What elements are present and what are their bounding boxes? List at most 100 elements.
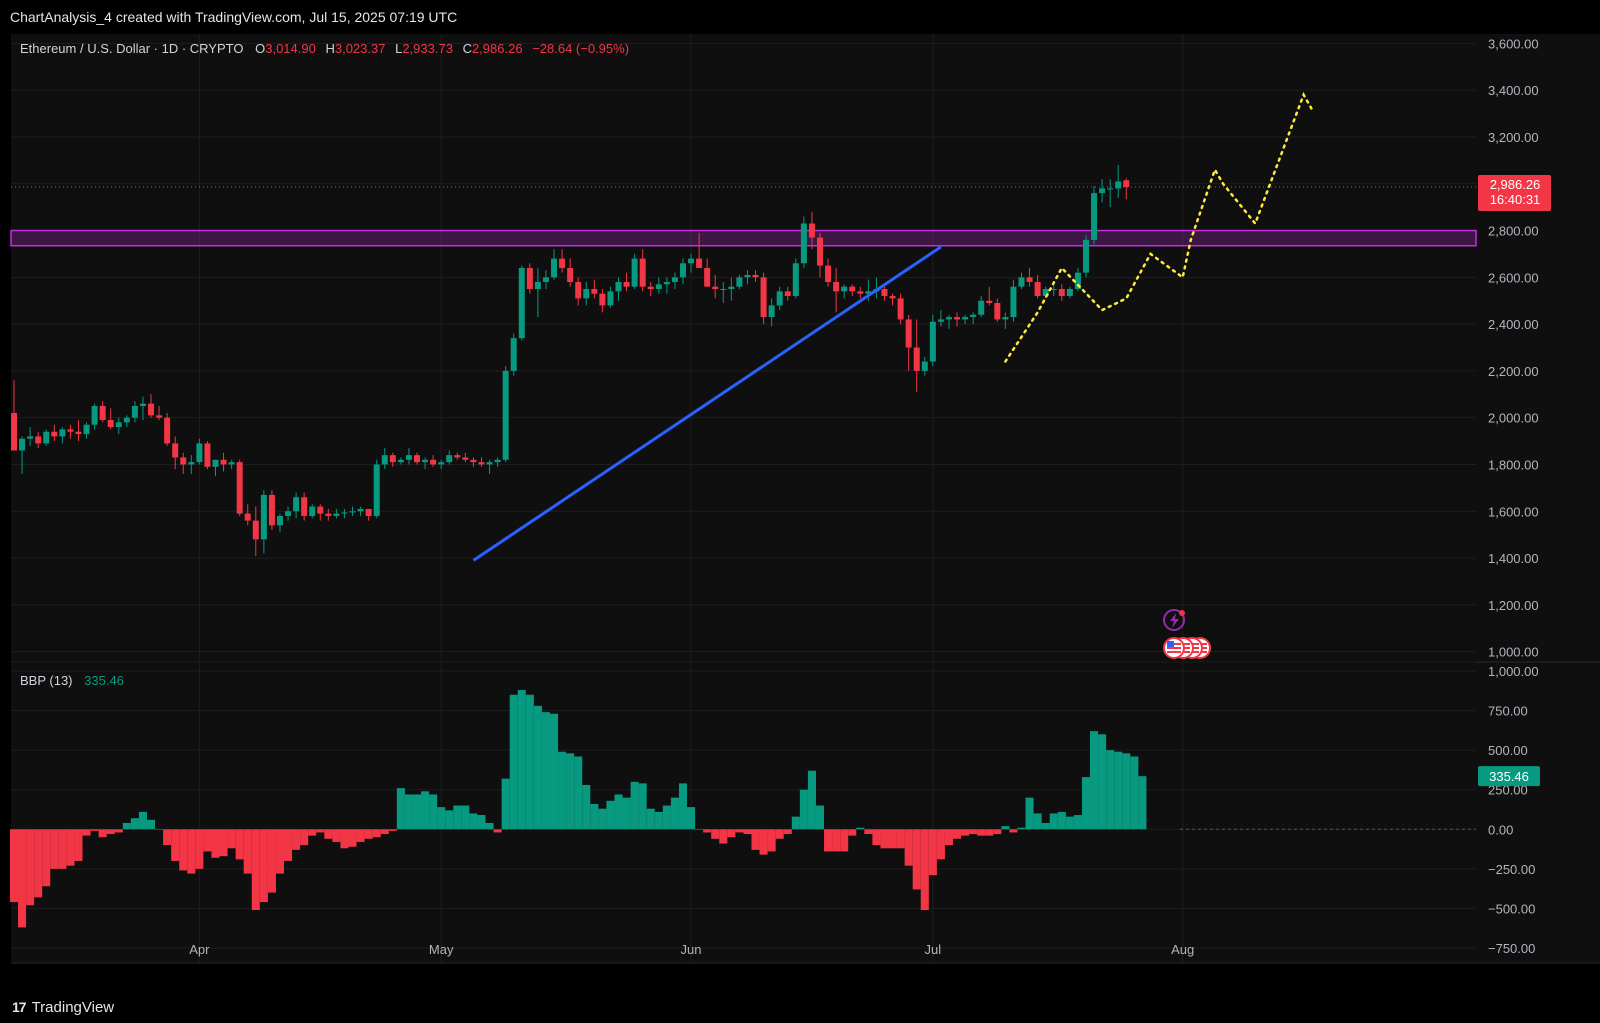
- bbp-bar[interactable]: [235, 829, 244, 860]
- candle[interactable]: [293, 492, 300, 519]
- projected-path[interactable]: [1004, 91, 1313, 363]
- bbp-bar[interactable]: [9, 829, 19, 903]
- candle[interactable]: [800, 216, 807, 268]
- candle[interactable]: [285, 506, 292, 521]
- bbp-bar[interactable]: [493, 829, 502, 833]
- candle[interactable]: [236, 459, 243, 516]
- bbp-bar[interactable]: [791, 816, 800, 830]
- candle[interactable]: [736, 274, 743, 290]
- candle[interactable]: [954, 312, 961, 327]
- bbp-bar[interactable]: [880, 829, 889, 849]
- bbp-bar[interactable]: [300, 829, 309, 846]
- bbp-bar[interactable]: [1098, 734, 1107, 830]
- candle[interactable]: [704, 258, 711, 287]
- candle[interactable]: [962, 314, 969, 325]
- bbp-bar[interactable]: [348, 829, 357, 847]
- bbp-bar[interactable]: [292, 829, 301, 850]
- bbp-bar[interactable]: [388, 829, 397, 831]
- candle[interactable]: [792, 258, 799, 299]
- bbp-bar[interactable]: [944, 829, 953, 846]
- lightning-icon[interactable]: [1163, 609, 1185, 631]
- bbp-bar[interactable]: [477, 815, 486, 830]
- candle[interactable]: [825, 258, 832, 287]
- indicator-legend[interactable]: BBP (13) 335.46: [20, 673, 124, 688]
- events-markers[interactable]: [1163, 609, 1211, 659]
- candle[interactable]: [252, 506, 259, 556]
- bbp-bar[interactable]: [404, 794, 413, 830]
- bbp-bar[interactable]: [920, 829, 929, 911]
- bbp-bar[interactable]: [130, 818, 139, 830]
- bbp-bar[interactable]: [1049, 813, 1058, 830]
- bbp-bar[interactable]: [961, 829, 970, 836]
- bbp-bar[interactable]: [98, 829, 107, 838]
- bbp-bar[interactable]: [1025, 797, 1034, 830]
- candle[interactable]: [752, 270, 759, 282]
- bbp-bar[interactable]: [969, 829, 978, 835]
- candle[interactable]: [373, 459, 380, 519]
- candle[interactable]: [1010, 279, 1017, 322]
- bbp-bar[interactable]: [582, 784, 591, 830]
- bbp-bar[interactable]: [106, 829, 115, 835]
- candle[interactable]: [1026, 267, 1033, 287]
- candle[interactable]: [1002, 312, 1009, 329]
- bbp-bar[interactable]: [993, 829, 1002, 835]
- candle[interactable]: [309, 504, 316, 519]
- candle[interactable]: [1115, 165, 1122, 198]
- candle[interactable]: [260, 490, 267, 554]
- candle[interactable]: [244, 504, 251, 526]
- bbp-bar[interactable]: [687, 807, 696, 830]
- candle[interactable]: [502, 366, 509, 463]
- candle[interactable]: [1091, 186, 1098, 245]
- bbp-bar[interactable]: [952, 829, 962, 839]
- candle[interactable]: [35, 431, 42, 449]
- bbp-bar[interactable]: [340, 829, 349, 849]
- candle[interactable]: [663, 277, 670, 294]
- candle[interactable]: [712, 274, 719, 299]
- bbp-bar[interactable]: [284, 829, 293, 861]
- bbp-bar[interactable]: [58, 829, 67, 869]
- candle[interactable]: [1082, 235, 1089, 278]
- candle[interactable]: [148, 394, 155, 418]
- bbp-bar[interactable]: [18, 829, 27, 928]
- candle[interactable]: [107, 408, 114, 430]
- bbp-bar[interactable]: [396, 788, 405, 830]
- bbp-bar[interactable]: [549, 713, 559, 830]
- bbp-bar[interactable]: [66, 829, 75, 866]
- candle[interactable]: [639, 249, 646, 292]
- candle[interactable]: [679, 258, 686, 285]
- candle[interactable]: [817, 232, 823, 278]
- bbp-bar[interactable]: [429, 794, 438, 830]
- candle[interactable]: [631, 253, 638, 290]
- bbp-bar[interactable]: [1114, 751, 1123, 830]
- bbp-bar[interactable]: [590, 803, 599, 830]
- candle[interactable]: [1018, 272, 1025, 290]
- bbp-bar[interactable]: [122, 822, 131, 830]
- bbp-bar[interactable]: [251, 829, 260, 911]
- bbp-bar[interactable]: [82, 829, 91, 836]
- bbp-bar[interactable]: [606, 800, 615, 830]
- bbp-bar[interactable]: [34, 829, 43, 898]
- candle[interactable]: [486, 459, 493, 474]
- candle[interactable]: [623, 272, 630, 292]
- candle[interactable]: [414, 452, 420, 465]
- bbp-bar[interactable]: [743, 829, 752, 835]
- bbp-bar[interactable]: [412, 794, 422, 830]
- candle[interactable]: [542, 270, 549, 290]
- bbp-bar[interactable]: [912, 829, 921, 890]
- candle[interactable]: [397, 457, 404, 465]
- candle[interactable]: [905, 314, 912, 371]
- tradingview-logo[interactable]: 17 TradingView: [12, 995, 114, 1019]
- candle[interactable]: [357, 506, 364, 516]
- bbp-bar[interactable]: [558, 751, 567, 830]
- bbp-bar[interactable]: [324, 829, 333, 839]
- candle[interactable]: [510, 333, 517, 376]
- bbp-bar[interactable]: [759, 829, 768, 855]
- candle[interactable]: [341, 508, 348, 519]
- candle[interactable]: [567, 258, 574, 287]
- bbp-bar[interactable]: [203, 829, 212, 852]
- bbp-bar[interactable]: [622, 797, 631, 830]
- resistance-zone[interactable]: [10, 229, 1477, 247]
- candle[interactable]: [921, 356, 928, 376]
- candle[interactable]: [1050, 284, 1057, 297]
